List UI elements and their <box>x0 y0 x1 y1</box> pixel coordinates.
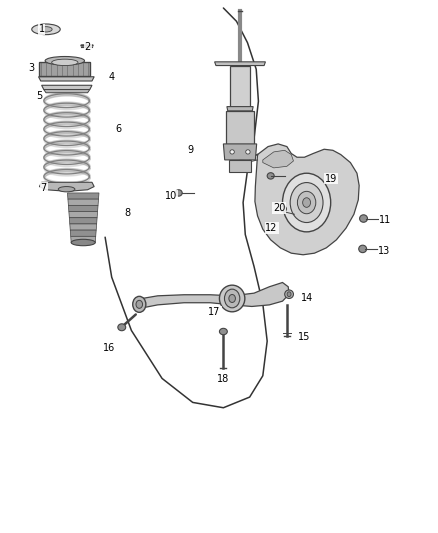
Polygon shape <box>67 193 99 199</box>
Ellipse shape <box>285 290 293 298</box>
Polygon shape <box>136 282 289 309</box>
Text: 4: 4 <box>109 72 115 82</box>
Text: 15: 15 <box>298 332 311 342</box>
Text: 14: 14 <box>300 294 313 303</box>
Ellipse shape <box>230 150 234 154</box>
Text: 7: 7 <box>41 183 47 193</box>
Text: 17: 17 <box>208 307 221 317</box>
Polygon shape <box>263 150 293 168</box>
Ellipse shape <box>267 173 274 179</box>
Ellipse shape <box>229 294 236 303</box>
Ellipse shape <box>52 59 78 66</box>
Ellipse shape <box>290 182 323 223</box>
Text: 18: 18 <box>217 375 230 384</box>
Ellipse shape <box>32 24 60 35</box>
Polygon shape <box>227 107 253 111</box>
Ellipse shape <box>136 301 142 308</box>
Ellipse shape <box>58 187 75 192</box>
Text: 1: 1 <box>39 25 45 34</box>
Polygon shape <box>68 205 98 212</box>
Text: 9: 9 <box>187 146 194 155</box>
Ellipse shape <box>360 215 367 222</box>
Ellipse shape <box>225 289 240 308</box>
Text: 20: 20 <box>273 203 286 213</box>
Ellipse shape <box>359 245 367 253</box>
Polygon shape <box>39 62 90 76</box>
Text: 10: 10 <box>165 191 177 200</box>
Ellipse shape <box>219 285 245 312</box>
Polygon shape <box>39 182 94 191</box>
Polygon shape <box>223 144 257 160</box>
Text: 6: 6 <box>115 124 121 134</box>
Polygon shape <box>255 144 359 255</box>
Polygon shape <box>39 77 94 81</box>
Polygon shape <box>44 90 90 93</box>
Ellipse shape <box>40 27 52 32</box>
Ellipse shape <box>283 173 331 232</box>
Polygon shape <box>69 212 98 217</box>
Polygon shape <box>71 236 96 243</box>
Text: 11: 11 <box>379 215 392 224</box>
Polygon shape <box>69 217 97 224</box>
Ellipse shape <box>280 206 286 212</box>
Ellipse shape <box>175 190 182 196</box>
Ellipse shape <box>287 292 291 296</box>
Polygon shape <box>42 85 92 90</box>
Ellipse shape <box>246 150 250 154</box>
Polygon shape <box>230 66 250 107</box>
Polygon shape <box>70 224 97 230</box>
Text: 12: 12 <box>265 223 278 233</box>
Ellipse shape <box>219 328 227 335</box>
Text: 13: 13 <box>378 246 391 255</box>
Polygon shape <box>70 230 96 236</box>
Text: 16: 16 <box>103 343 116 352</box>
Polygon shape <box>229 160 251 172</box>
Ellipse shape <box>45 56 85 65</box>
Polygon shape <box>215 62 265 66</box>
Text: 19: 19 <box>325 174 337 183</box>
Polygon shape <box>226 111 254 144</box>
Polygon shape <box>68 199 99 205</box>
Text: 2: 2 <box>85 42 91 52</box>
Ellipse shape <box>303 198 311 207</box>
Ellipse shape <box>133 296 146 312</box>
Ellipse shape <box>71 239 95 246</box>
Ellipse shape <box>118 324 126 330</box>
Ellipse shape <box>297 191 316 214</box>
Text: 8: 8 <box>124 208 130 218</box>
Text: 3: 3 <box>28 63 35 73</box>
Text: 5: 5 <box>36 91 42 101</box>
